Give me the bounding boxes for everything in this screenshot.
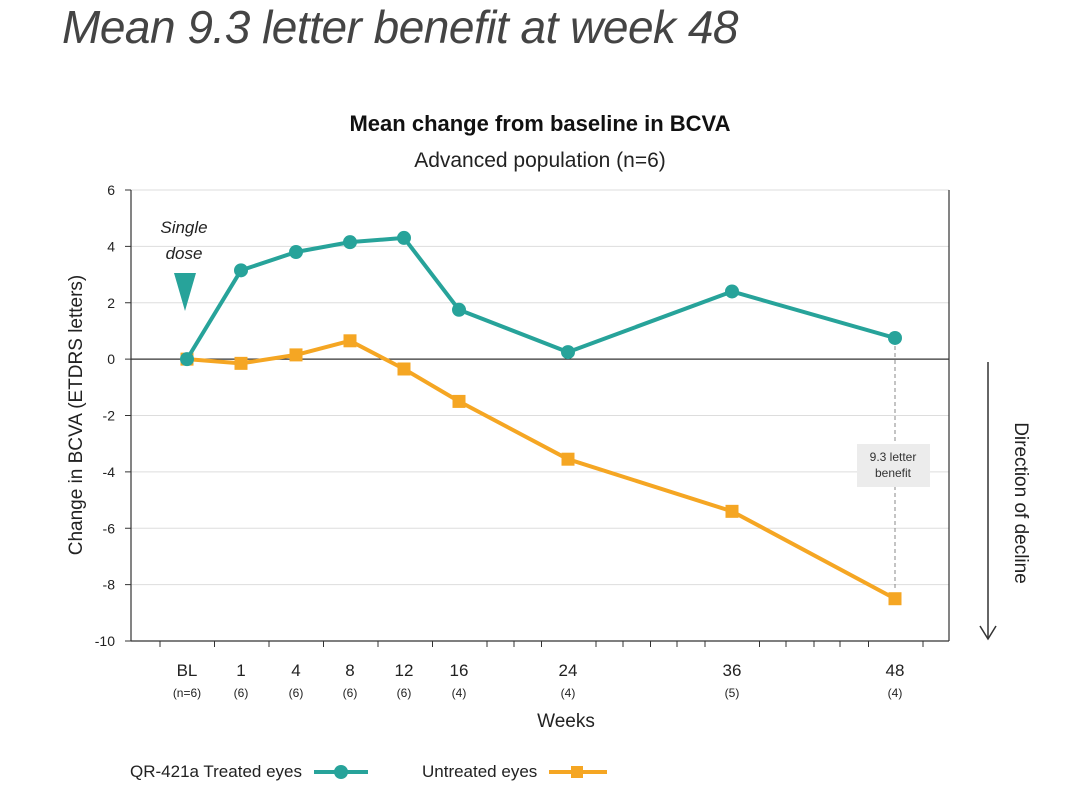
grid-lines xyxy=(131,189,949,586)
treated-data-point xyxy=(289,245,303,260)
x-axis-label: Weeks xyxy=(537,711,595,732)
treated-data-point xyxy=(234,263,248,278)
direction-arrow-head-icon xyxy=(979,625,997,641)
benefit-label-box xyxy=(857,444,930,487)
x-tick-n-label: (6) xyxy=(343,686,358,700)
x-tick-label: 16 xyxy=(450,661,469,680)
x-tick-labels: BL (n=6) 1 (6) 4 (6) 8 (6) 12 (6) 16 (4) 24 (4) 36 (5) 4… xyxy=(173,661,905,700)
chart-title: Mean change from baseline in BCVA xyxy=(349,111,730,136)
untreated-data-point xyxy=(725,504,739,518)
untreated-data-point xyxy=(561,452,575,466)
untreated-series-line xyxy=(186,338,896,601)
dose-arrow-icon xyxy=(174,273,196,311)
series-layer xyxy=(180,230,902,606)
benefit-label-line2: benefit xyxy=(875,466,912,480)
y-tick-label: -8 xyxy=(103,577,116,593)
untreated-data-point xyxy=(234,356,248,370)
x-tick-label: 1 xyxy=(236,661,245,680)
untreated-data-point xyxy=(289,348,303,362)
treated-data-point xyxy=(561,345,575,360)
x-tick-label: 4 xyxy=(291,661,300,680)
legend-label-treated: QR-421a Treated eyes xyxy=(130,762,302,781)
treated-data-point xyxy=(725,284,739,299)
untreated-data-point xyxy=(397,362,411,376)
y-tick-label: 6 xyxy=(107,182,115,198)
y-tick-label: -10 xyxy=(95,633,115,649)
x-tick-label: 36 xyxy=(723,661,742,680)
treated-data-point xyxy=(452,302,466,317)
legend-swatch-untreated xyxy=(549,766,608,778)
single-dose-label-line2: dose xyxy=(166,244,203,263)
untreated-data-point xyxy=(343,334,357,348)
legend-item-untreated: Untreated eyes xyxy=(422,762,609,782)
x-tick-label: 24 xyxy=(559,661,578,680)
x-tick-n-label: (n=6) xyxy=(173,686,201,700)
x-tick-n-label: (5) xyxy=(725,686,740,700)
chart-subtitle: Advanced population (n=6) xyxy=(414,149,666,172)
treated-data-point xyxy=(180,352,194,367)
x-tick-n-label: (4) xyxy=(888,686,903,700)
axes xyxy=(125,189,950,647)
y-tick-label: -2 xyxy=(103,408,116,424)
legend-item-treated: QR-421a Treated eyes xyxy=(130,762,370,782)
x-tick-label: 48 xyxy=(886,661,905,680)
legend-label-untreated: Untreated eyes xyxy=(421,762,538,781)
x-tick-label: BL xyxy=(177,661,198,680)
treated-data-point xyxy=(888,330,902,345)
x-tick-n-label: (6) xyxy=(234,686,249,700)
y-tick-labels: 6 4 2 0 -2 -4 -6 -8 -10 xyxy=(95,182,115,649)
y-tick-label: -4 xyxy=(103,464,116,480)
y-tick-label: 0 xyxy=(107,351,115,367)
untreated-data-point xyxy=(452,394,466,408)
x-tick-n-label: (4) xyxy=(561,686,576,700)
y-tick-label: -6 xyxy=(103,520,116,536)
x-tick-label: 12 xyxy=(395,661,414,680)
x-tick-n-label: (6) xyxy=(289,686,304,700)
untreated-data-point xyxy=(888,592,902,606)
legend-swatch-treated xyxy=(313,765,368,779)
x-tick-n-label: (4) xyxy=(452,686,467,700)
x-tick-label: 8 xyxy=(345,661,354,680)
y-tick-label: 4 xyxy=(107,238,115,254)
treated-data-point xyxy=(343,235,357,250)
y-axis-label: Change in BCVA (ETDRS letters) xyxy=(66,275,87,556)
chart-legend: QR-421a Treated eyes Untreated eyes xyxy=(130,762,661,782)
treated-data-point xyxy=(397,230,411,245)
single-dose-label-line1: Single xyxy=(160,218,207,237)
y-tick-label: 2 xyxy=(107,295,115,311)
direction-of-decline-label: Direction of decline xyxy=(1010,422,1031,584)
x-tick-n-label: (6) xyxy=(397,686,412,700)
page-headline: Mean 9.3 letter benefit at week 48 xyxy=(62,1,739,53)
benefit-label-line1: 9.3 letter xyxy=(870,450,917,464)
